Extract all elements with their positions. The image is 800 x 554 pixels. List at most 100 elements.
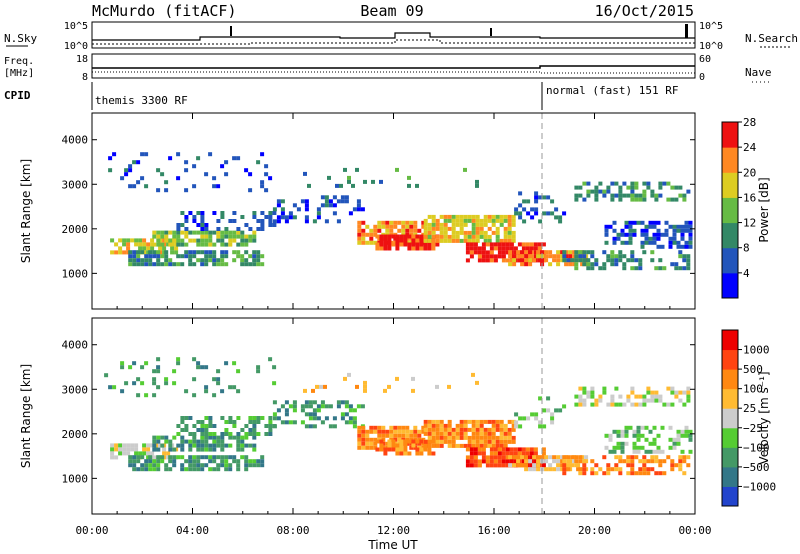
heatmap-cell [304, 207, 309, 212]
heatmap-cell [612, 449, 617, 454]
heatmap-cell [196, 258, 201, 263]
heatmap-cell [220, 230, 225, 235]
heatmap-cell [192, 439, 197, 444]
heatmap-cell [220, 447, 225, 452]
heatmap-cell [272, 223, 277, 227]
heatmap-cell [447, 435, 452, 440]
heatmap-cell [483, 431, 488, 436]
heatmap-cell [220, 234, 225, 239]
heatmap-cell [138, 238, 143, 243]
heatmap-cell [304, 219, 309, 224]
heatmap-cell [204, 242, 209, 247]
power-colorbar-frame [721, 121, 739, 299]
heatmap-cell [383, 246, 388, 251]
heatmap-cell [332, 424, 337, 429]
heatmap-cell [256, 459, 261, 464]
heatmap-cell [252, 435, 257, 440]
heatmap-cell [160, 254, 165, 259]
heatmap-cell [678, 455, 683, 460]
heatmap-cell [550, 416, 555, 421]
heatmap-cell [196, 230, 201, 235]
heatmap-cell [568, 262, 573, 267]
heatmap-cell [427, 214, 432, 219]
heatmap-cell [533, 459, 538, 464]
heatmap-cell [228, 455, 233, 460]
heatmap-cell [479, 427, 484, 432]
heatmap-cell [670, 390, 675, 395]
heatmap-cell [686, 394, 691, 399]
heatmap-cell [495, 230, 500, 235]
y-tick-label: 1000 [62, 267, 89, 280]
heatmap-cell [200, 242, 205, 247]
heatmap-cell [172, 369, 177, 374]
heatmap-cell [508, 455, 513, 460]
heatmap-cell [204, 435, 209, 440]
heatmap-cell [556, 467, 561, 472]
heatmap-cell [200, 420, 205, 424]
heatmap-cell [517, 254, 522, 259]
heatmap-cell [268, 357, 273, 362]
heatmap-cell [475, 439, 480, 444]
heatmap-cell [276, 219, 281, 224]
heatmap-cell [672, 437, 677, 442]
heatmap-cell [180, 223, 185, 227]
heatmap-cell [316, 416, 321, 421]
heatmap-cell [672, 236, 677, 241]
heatmap-cell [427, 431, 432, 436]
heatmap-cell [220, 416, 225, 420]
heatmap-cell [491, 439, 496, 444]
heatmap-cell [136, 459, 141, 464]
heatmap-cell [431, 451, 436, 456]
heatmap-cell [184, 168, 189, 173]
heatmap-cell [348, 420, 353, 425]
heatmap-cell [228, 234, 233, 239]
heatmap-cell [216, 439, 221, 444]
heatmap-cell [176, 455, 181, 460]
heatmap-cell [360, 404, 365, 409]
heatmap-cell [638, 467, 643, 472]
heatmap-cell [377, 425, 382, 430]
heatmap-cell [208, 420, 213, 424]
heatmap-cell [495, 439, 500, 444]
heatmap-cell [264, 188, 269, 193]
heatmap-cell [622, 181, 627, 186]
heatmap-cell [481, 254, 486, 259]
heatmap-cell [401, 425, 406, 430]
heatmap-cell [626, 398, 631, 403]
heatmap-cell [443, 234, 448, 239]
heatmap-cell [128, 168, 133, 173]
heatmap-cell [252, 432, 257, 436]
heatmap-cell [240, 262, 245, 267]
heatmap-cell [360, 207, 365, 212]
heatmap-cell [431, 427, 436, 432]
heatmap-cell [626, 185, 631, 190]
nsky-right-tick: 10^5 [699, 21, 723, 32]
heatmap-cell [375, 439, 380, 444]
heatmap-cell [516, 250, 521, 255]
heatmap-cell [481, 447, 486, 452]
heatmap-cell [324, 416, 329, 421]
heatmap-cell [598, 398, 603, 403]
heatmap-cell [228, 385, 233, 390]
heatmap-cell [184, 424, 189, 428]
heatmap-cell [646, 390, 651, 395]
heatmap-cell [666, 455, 671, 460]
heatmap-cell [365, 232, 370, 237]
heatmap-cell [415, 183, 419, 188]
heatmap-cell [192, 393, 197, 398]
heatmap-cell [180, 435, 185, 440]
heatmap-cell [351, 183, 355, 188]
heatmap-cell [292, 420, 297, 425]
heatmap-cell [479, 234, 484, 239]
heatmap-cell [688, 232, 693, 237]
heatmap-cell [507, 238, 512, 243]
heatmap-cell [469, 246, 474, 251]
heatmap-cell [630, 193, 635, 198]
heatmap-cell [634, 394, 639, 399]
heatmap-cell [538, 195, 543, 200]
heatmap-cell [630, 189, 635, 194]
heatmap-cell [640, 228, 645, 233]
heatmap-cell [624, 433, 629, 438]
heatmap-cell [156, 435, 161, 440]
heatmap-cell [256, 416, 261, 420]
